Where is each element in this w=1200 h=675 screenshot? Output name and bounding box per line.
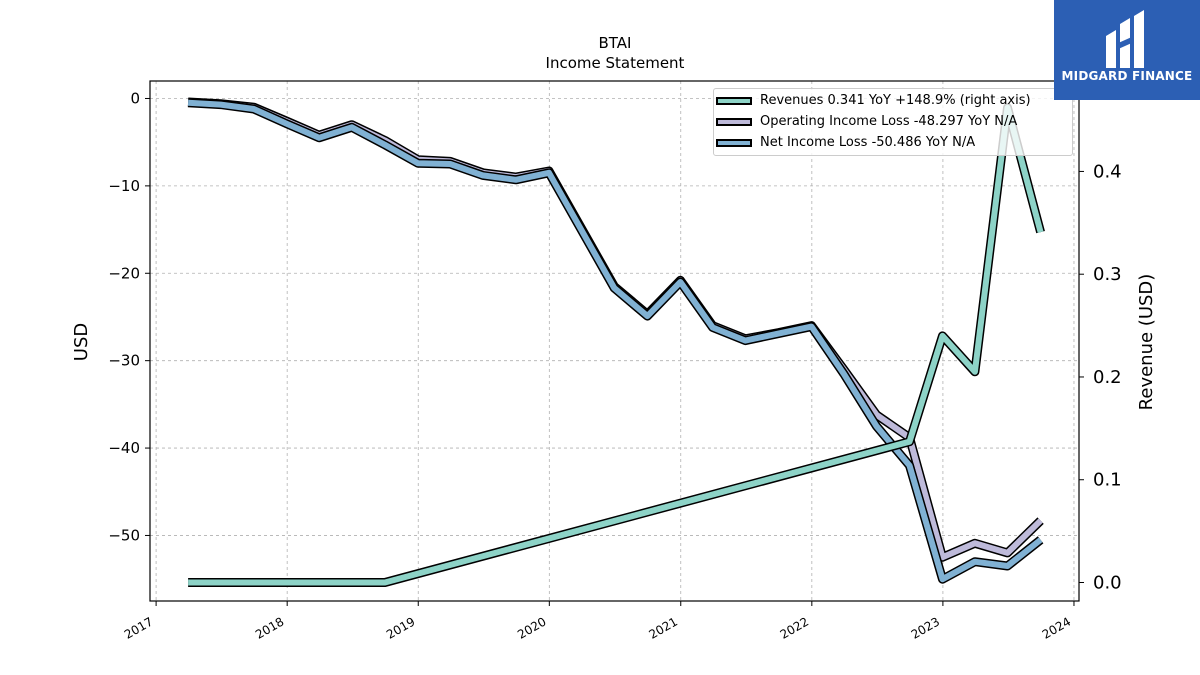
- x-tick-label: 2024: [1040, 615, 1073, 642]
- y-right-tick-label: 0.1: [1093, 470, 1122, 491]
- chart-legend: Revenues 0.341 YoY +148.9% (right axis) …: [713, 88, 1073, 156]
- x-tick-label: 2018: [253, 615, 286, 642]
- chart-subtitle: Income Statement: [546, 54, 685, 72]
- plot-frame: [149, 80, 1080, 602]
- legend-label: Net Income Loss -50.486 YoY N/A: [760, 135, 976, 150]
- right-axis-ticks: 0.0 0.1 0.2 0.3 0.4: [1079, 161, 1122, 594]
- x-tick-label: 2023: [909, 615, 942, 642]
- y-left-tick-label: −10: [108, 177, 140, 195]
- x-tick-label: 2021: [647, 615, 680, 642]
- x-tick-label: 2019: [384, 615, 417, 642]
- legend-label: Operating Income Loss -48.297 YoY N/A: [760, 114, 1018, 129]
- logo-text: MIDGARD FINANCE: [1061, 69, 1193, 83]
- y-right-tick-label: 0.0: [1093, 573, 1122, 594]
- x-tick-label: 2020: [515, 615, 548, 642]
- legend-swatch: [716, 97, 752, 105]
- y-right-tick-label: 0.4: [1093, 161, 1122, 182]
- legend-label: Revenues 0.341 YoY +148.9% (right axis): [760, 93, 1031, 108]
- series-outline-revenues: [188, 103, 1045, 587]
- y-left-tick-label: −20: [108, 264, 140, 282]
- y-left-tick-label: −50: [108, 526, 140, 544]
- legend-swatch: [716, 139, 752, 147]
- y-left-tick-label: −30: [108, 352, 140, 370]
- y-right-tick-label: 0.2: [1093, 367, 1122, 388]
- y-right-tick-label: 0.3: [1093, 264, 1122, 285]
- legend-swatch: [716, 118, 752, 126]
- series-line-revenues: [188, 104, 1044, 586]
- y-axis-right-label: Revenue (USD): [1136, 274, 1157, 411]
- y-left-tick-label: 0: [130, 89, 140, 107]
- left-axis-ticks: 0 −10 −20 −30 −40 −50: [108, 89, 150, 544]
- company-logo: MIDGARD FINANCE: [1054, 0, 1200, 100]
- series-line-net-income-loss: [187, 99, 1043, 583]
- chart-title: BTAI: [599, 34, 632, 52]
- series-outline-net-income-loss: [187, 98, 1044, 584]
- y-axis-left-label: USD: [71, 323, 92, 361]
- x-axis-ticks: 2017 2018 2019 2020 2021 2022 2023 2024: [122, 601, 1075, 642]
- x-tick-label: 2017: [122, 615, 155, 642]
- x-tick-label: 2022: [778, 615, 811, 642]
- logo-mark-icon: [1106, 10, 1144, 68]
- series-layer: [187, 97, 1045, 587]
- y-left-tick-label: −40: [108, 439, 140, 457]
